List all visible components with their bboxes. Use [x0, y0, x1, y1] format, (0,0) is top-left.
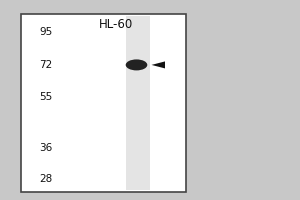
- Text: 36: 36: [39, 143, 52, 153]
- Bar: [21, 14, 186, 192]
- Polygon shape: [152, 61, 165, 68]
- Text: 72: 72: [39, 60, 52, 70]
- Bar: [126, 16, 150, 190]
- Text: 28: 28: [39, 174, 52, 184]
- Text: 55: 55: [39, 92, 52, 102]
- Ellipse shape: [126, 59, 147, 70]
- Text: HL-60: HL-60: [98, 18, 133, 30]
- Text: 95: 95: [39, 27, 52, 37]
